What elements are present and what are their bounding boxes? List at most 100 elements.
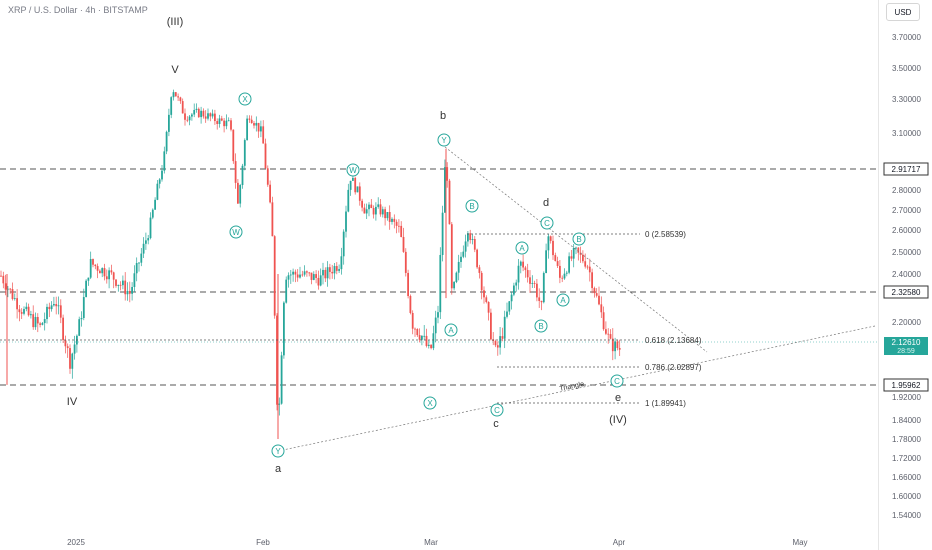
candle-body: [296, 274, 299, 278]
wave-label-circled: X: [242, 95, 248, 104]
wave-label-circled: W: [232, 228, 240, 237]
triangle-label: Triangle: [559, 381, 585, 393]
candle-body: [191, 114, 193, 117]
wave-label: a: [275, 463, 282, 475]
candle-body: [174, 92, 177, 97]
candle-body: [556, 261, 559, 266]
candle-body: [135, 263, 138, 274]
candle-body: [78, 319, 81, 336]
candle-body: [303, 271, 306, 275]
candle-body: [64, 340, 67, 347]
candle-body: [469, 233, 472, 241]
wave-label-circle: [444, 323, 458, 337]
wave-label-circled: W: [349, 166, 357, 175]
candle-body: [69, 348, 71, 369]
candle-body: [264, 143, 267, 169]
candle-body: [156, 183, 159, 200]
candle-body: [519, 261, 522, 266]
candle-body: [358, 186, 361, 201]
candle-body: [522, 261, 524, 268]
wave-label-circle: [346, 163, 360, 177]
candle-body: [4, 283, 7, 290]
candle-body: [388, 212, 391, 222]
candle-body: [195, 108, 198, 110]
candle-body: [356, 186, 359, 193]
candle-body: [547, 236, 550, 251]
candle-body: [441, 212, 444, 255]
candle-body: [432, 333, 435, 349]
candle-body: [517, 265, 520, 283]
candle-body: [2, 275, 5, 284]
candle-body: [89, 259, 92, 278]
candle-body: [365, 209, 368, 214]
candle-body: [59, 305, 62, 318]
candle-body: [301, 274, 304, 276]
candle-body: [273, 236, 276, 316]
wave-label-circled: C: [494, 406, 500, 415]
candle-body: [593, 288, 596, 294]
candle-body: [427, 344, 430, 346]
candle-body: [57, 305, 60, 307]
candle-body: [168, 114, 170, 132]
candle-body: [255, 122, 258, 126]
candle-body: [513, 285, 515, 295]
candle-body: [600, 304, 603, 313]
price-axis-panel[interactable]: [878, 0, 932, 550]
wave-label: V: [171, 64, 179, 76]
candle-body: [598, 295, 600, 305]
candle-body: [260, 126, 262, 132]
candle-body: [46, 306, 48, 320]
candle-body: [294, 271, 297, 275]
candle-body: [283, 302, 285, 356]
candle-body: [92, 259, 94, 265]
candle-body: [478, 267, 481, 273]
candle-body: [584, 261, 587, 267]
candle-body: [16, 298, 18, 310]
candle-body: [158, 179, 161, 184]
candle-body: [414, 328, 416, 330]
candle-body: [524, 267, 527, 271]
candle-body: [306, 271, 308, 273]
currency-button[interactable]: USD: [886, 3, 920, 21]
candle-body: [230, 120, 232, 130]
wave-label-circle: [610, 374, 624, 388]
fib-level-label: 1 (1.89941): [645, 399, 686, 408]
candle-body: [425, 335, 428, 346]
candle-body: [363, 207, 366, 214]
candle-body: [145, 240, 147, 244]
candle-body: [241, 165, 244, 186]
candle-body: [11, 289, 14, 299]
candle-body: [602, 312, 605, 330]
candle-body: [48, 306, 51, 310]
candle-body: [133, 273, 136, 287]
wave-label: IV: [67, 396, 78, 408]
candle-body: [326, 267, 329, 279]
candle-body: [308, 272, 311, 274]
candle-body: [223, 120, 225, 127]
candle-body: [193, 109, 196, 115]
candle-body: [575, 247, 577, 249]
candle-body: [536, 283, 538, 298]
candle-body: [384, 209, 386, 219]
candle-body: [50, 305, 53, 310]
candle-body: [39, 323, 41, 325]
wave-label-circled: Y: [441, 136, 447, 145]
candle-body: [605, 329, 607, 334]
candle-body: [124, 280, 127, 295]
candle-body: [437, 312, 439, 318]
candle-body: [368, 204, 370, 210]
wave-labels: 0 (2.58539) 0.618 (2.13684) 0.786 (2.02897…: [67, 16, 702, 475]
wave-label-circled: X: [427, 399, 433, 408]
candle-body: [391, 218, 393, 222]
wave-label-circle: [490, 403, 504, 417]
candle-body: [545, 250, 547, 274]
candle-body: [591, 272, 593, 289]
candle-body: [616, 341, 619, 349]
candle-body: [271, 202, 274, 237]
candle-body: [278, 403, 281, 405]
candle-body: [455, 272, 458, 282]
candle-body: [202, 110, 205, 117]
candle-body: [411, 312, 414, 329]
candle-body: [25, 306, 28, 310]
